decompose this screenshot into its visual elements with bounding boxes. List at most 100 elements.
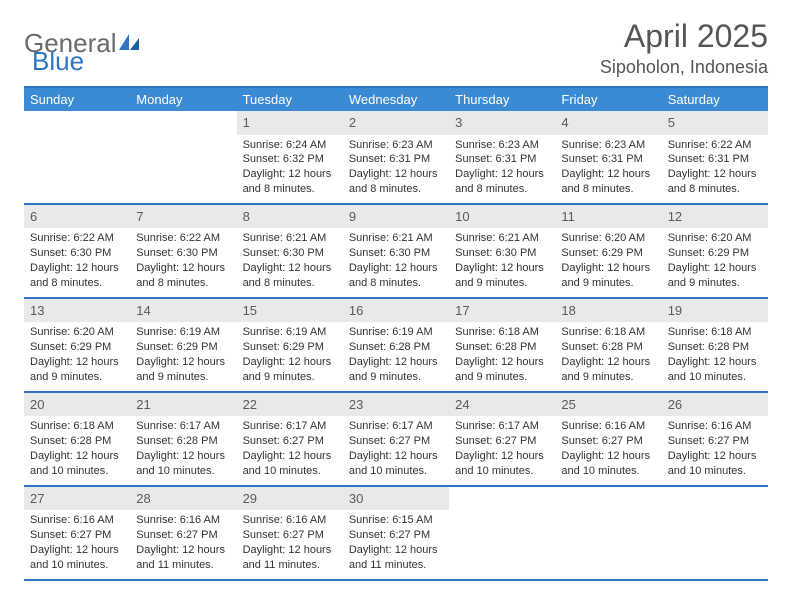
sunrise-text: Sunrise: 6:23 AM xyxy=(455,138,549,153)
day-number: 5 xyxy=(662,111,768,135)
day-body: Sunrise: 6:18 AMSunset: 6:28 PMDaylight:… xyxy=(449,322,555,390)
daylight-text: and 9 minutes. xyxy=(668,276,762,291)
day-number: 23 xyxy=(343,393,449,417)
daylight-text: and 10 minutes. xyxy=(668,464,762,479)
day-body: Sunrise: 6:21 AMSunset: 6:30 PMDaylight:… xyxy=(237,228,343,296)
daylight-text: and 8 minutes. xyxy=(243,182,337,197)
day-number: 21 xyxy=(130,393,236,417)
sunset-text: Sunset: 6:28 PM xyxy=(561,340,655,355)
sunset-text: Sunset: 6:31 PM xyxy=(349,152,443,167)
day-cell: 3Sunrise: 6:23 AMSunset: 6:31 PMDaylight… xyxy=(449,111,555,203)
day-body: Sunrise: 6:20 AMSunset: 6:29 PMDaylight:… xyxy=(555,228,661,296)
daylight-text: Daylight: 12 hours xyxy=(243,167,337,182)
sunrise-text: Sunrise: 6:18 AM xyxy=(455,325,549,340)
daylight-text: and 8 minutes. xyxy=(243,276,337,291)
day-body: Sunrise: 6:19 AMSunset: 6:29 PMDaylight:… xyxy=(237,322,343,390)
day-body: Sunrise: 6:23 AMSunset: 6:31 PMDaylight:… xyxy=(343,135,449,203)
day-number: 27 xyxy=(24,487,130,511)
day-cell: 5Sunrise: 6:22 AMSunset: 6:31 PMDaylight… xyxy=(662,111,768,203)
day-number: 10 xyxy=(449,205,555,229)
sunrise-text: Sunrise: 6:18 AM xyxy=(561,325,655,340)
day-number: 7 xyxy=(130,205,236,229)
daylight-text: and 10 minutes. xyxy=(136,464,230,479)
daylight-text: Daylight: 12 hours xyxy=(349,261,443,276)
weekday-friday: Friday xyxy=(555,88,661,111)
day-cell: 17Sunrise: 6:18 AMSunset: 6:28 PMDayligh… xyxy=(449,299,555,391)
day-body: Sunrise: 6:17 AMSunset: 6:27 PMDaylight:… xyxy=(449,416,555,484)
sunset-text: Sunset: 6:29 PM xyxy=(668,246,762,261)
daylight-text: Daylight: 12 hours xyxy=(243,355,337,370)
sunset-text: Sunset: 6:29 PM xyxy=(561,246,655,261)
sunset-text: Sunset: 6:28 PM xyxy=(349,340,443,355)
sunset-text: Sunset: 6:27 PM xyxy=(668,434,762,449)
sunset-text: Sunset: 6:31 PM xyxy=(561,152,655,167)
weekday-tuesday: Tuesday xyxy=(237,88,343,111)
sunrise-text: Sunrise: 6:19 AM xyxy=(136,325,230,340)
day-body: Sunrise: 6:16 AMSunset: 6:27 PMDaylight:… xyxy=(662,416,768,484)
daylight-text: and 8 minutes. xyxy=(349,276,443,291)
sunset-text: Sunset: 6:30 PM xyxy=(243,246,337,261)
sunrise-text: Sunrise: 6:21 AM xyxy=(243,231,337,246)
daylight-text: and 8 minutes. xyxy=(349,182,443,197)
daylight-text: and 9 minutes. xyxy=(455,370,549,385)
daylight-text: and 9 minutes. xyxy=(455,276,549,291)
sunset-text: Sunset: 6:27 PM xyxy=(30,528,124,543)
day-number xyxy=(555,487,661,511)
sunset-text: Sunset: 6:27 PM xyxy=(243,434,337,449)
sunrise-text: Sunrise: 6:17 AM xyxy=(349,419,443,434)
day-cell: 27Sunrise: 6:16 AMSunset: 6:27 PMDayligh… xyxy=(24,487,130,579)
weekday-saturday: Saturday xyxy=(662,88,768,111)
sunrise-text: Sunrise: 6:20 AM xyxy=(561,231,655,246)
sunrise-text: Sunrise: 6:16 AM xyxy=(668,419,762,434)
day-cell: 4Sunrise: 6:23 AMSunset: 6:31 PMDaylight… xyxy=(555,111,661,203)
day-cell: 8Sunrise: 6:21 AMSunset: 6:30 PMDaylight… xyxy=(237,205,343,297)
day-cell: 14Sunrise: 6:19 AMSunset: 6:29 PMDayligh… xyxy=(130,299,236,391)
day-cell xyxy=(449,487,555,579)
day-cell: 16Sunrise: 6:19 AMSunset: 6:28 PMDayligh… xyxy=(343,299,449,391)
day-body: Sunrise: 6:19 AMSunset: 6:28 PMDaylight:… xyxy=(343,322,449,390)
daylight-text: Daylight: 12 hours xyxy=(668,355,762,370)
sunset-text: Sunset: 6:27 PM xyxy=(455,434,549,449)
sunrise-text: Sunrise: 6:22 AM xyxy=(668,138,762,153)
sunset-text: Sunset: 6:29 PM xyxy=(30,340,124,355)
daylight-text: and 8 minutes. xyxy=(561,182,655,197)
sunset-text: Sunset: 6:28 PM xyxy=(668,340,762,355)
day-cell: 24Sunrise: 6:17 AMSunset: 6:27 PMDayligh… xyxy=(449,393,555,485)
sunrise-text: Sunrise: 6:17 AM xyxy=(136,419,230,434)
daylight-text: and 10 minutes. xyxy=(455,464,549,479)
sunrise-text: Sunrise: 6:19 AM xyxy=(349,325,443,340)
day-number: 29 xyxy=(237,487,343,511)
day-cell: 11Sunrise: 6:20 AMSunset: 6:29 PMDayligh… xyxy=(555,205,661,297)
day-number: 17 xyxy=(449,299,555,323)
sunrise-text: Sunrise: 6:16 AM xyxy=(136,513,230,528)
weekday-header-row: SundayMondayTuesdayWednesdayThursdayFrid… xyxy=(24,88,768,111)
day-number: 26 xyxy=(662,393,768,417)
sunrise-text: Sunrise: 6:24 AM xyxy=(243,138,337,153)
day-body: Sunrise: 6:19 AMSunset: 6:29 PMDaylight:… xyxy=(130,322,236,390)
sunset-text: Sunset: 6:29 PM xyxy=(243,340,337,355)
daylight-text: and 9 minutes. xyxy=(136,370,230,385)
day-body: Sunrise: 6:24 AMSunset: 6:32 PMDaylight:… xyxy=(237,135,343,203)
sunrise-text: Sunrise: 6:19 AM xyxy=(243,325,337,340)
day-cell xyxy=(130,111,236,203)
header: General April 2025 Sipoholon, Indonesia xyxy=(24,18,768,78)
day-number: 2 xyxy=(343,111,449,135)
daylight-text: Daylight: 12 hours xyxy=(561,261,655,276)
daylight-text: Daylight: 12 hours xyxy=(30,355,124,370)
daylight-text: and 8 minutes. xyxy=(455,182,549,197)
week-row: 13Sunrise: 6:20 AMSunset: 6:29 PMDayligh… xyxy=(24,299,768,393)
day-cell: 23Sunrise: 6:17 AMSunset: 6:27 PMDayligh… xyxy=(343,393,449,485)
sunrise-text: Sunrise: 6:21 AM xyxy=(349,231,443,246)
day-body: Sunrise: 6:18 AMSunset: 6:28 PMDaylight:… xyxy=(662,322,768,390)
day-cell: 13Sunrise: 6:20 AMSunset: 6:29 PMDayligh… xyxy=(24,299,130,391)
daylight-text: Daylight: 12 hours xyxy=(668,261,762,276)
week-row: 1Sunrise: 6:24 AMSunset: 6:32 PMDaylight… xyxy=(24,111,768,205)
sunrise-text: Sunrise: 6:16 AM xyxy=(30,513,124,528)
daylight-text: and 10 minutes. xyxy=(668,370,762,385)
week-row: 6Sunrise: 6:22 AMSunset: 6:30 PMDaylight… xyxy=(24,205,768,299)
day-cell: 30Sunrise: 6:15 AMSunset: 6:27 PMDayligh… xyxy=(343,487,449,579)
daylight-text: Daylight: 12 hours xyxy=(243,543,337,558)
sunset-text: Sunset: 6:30 PM xyxy=(30,246,124,261)
daylight-text: and 8 minutes. xyxy=(668,182,762,197)
calendar: SundayMondayTuesdayWednesdayThursdayFrid… xyxy=(24,86,768,581)
